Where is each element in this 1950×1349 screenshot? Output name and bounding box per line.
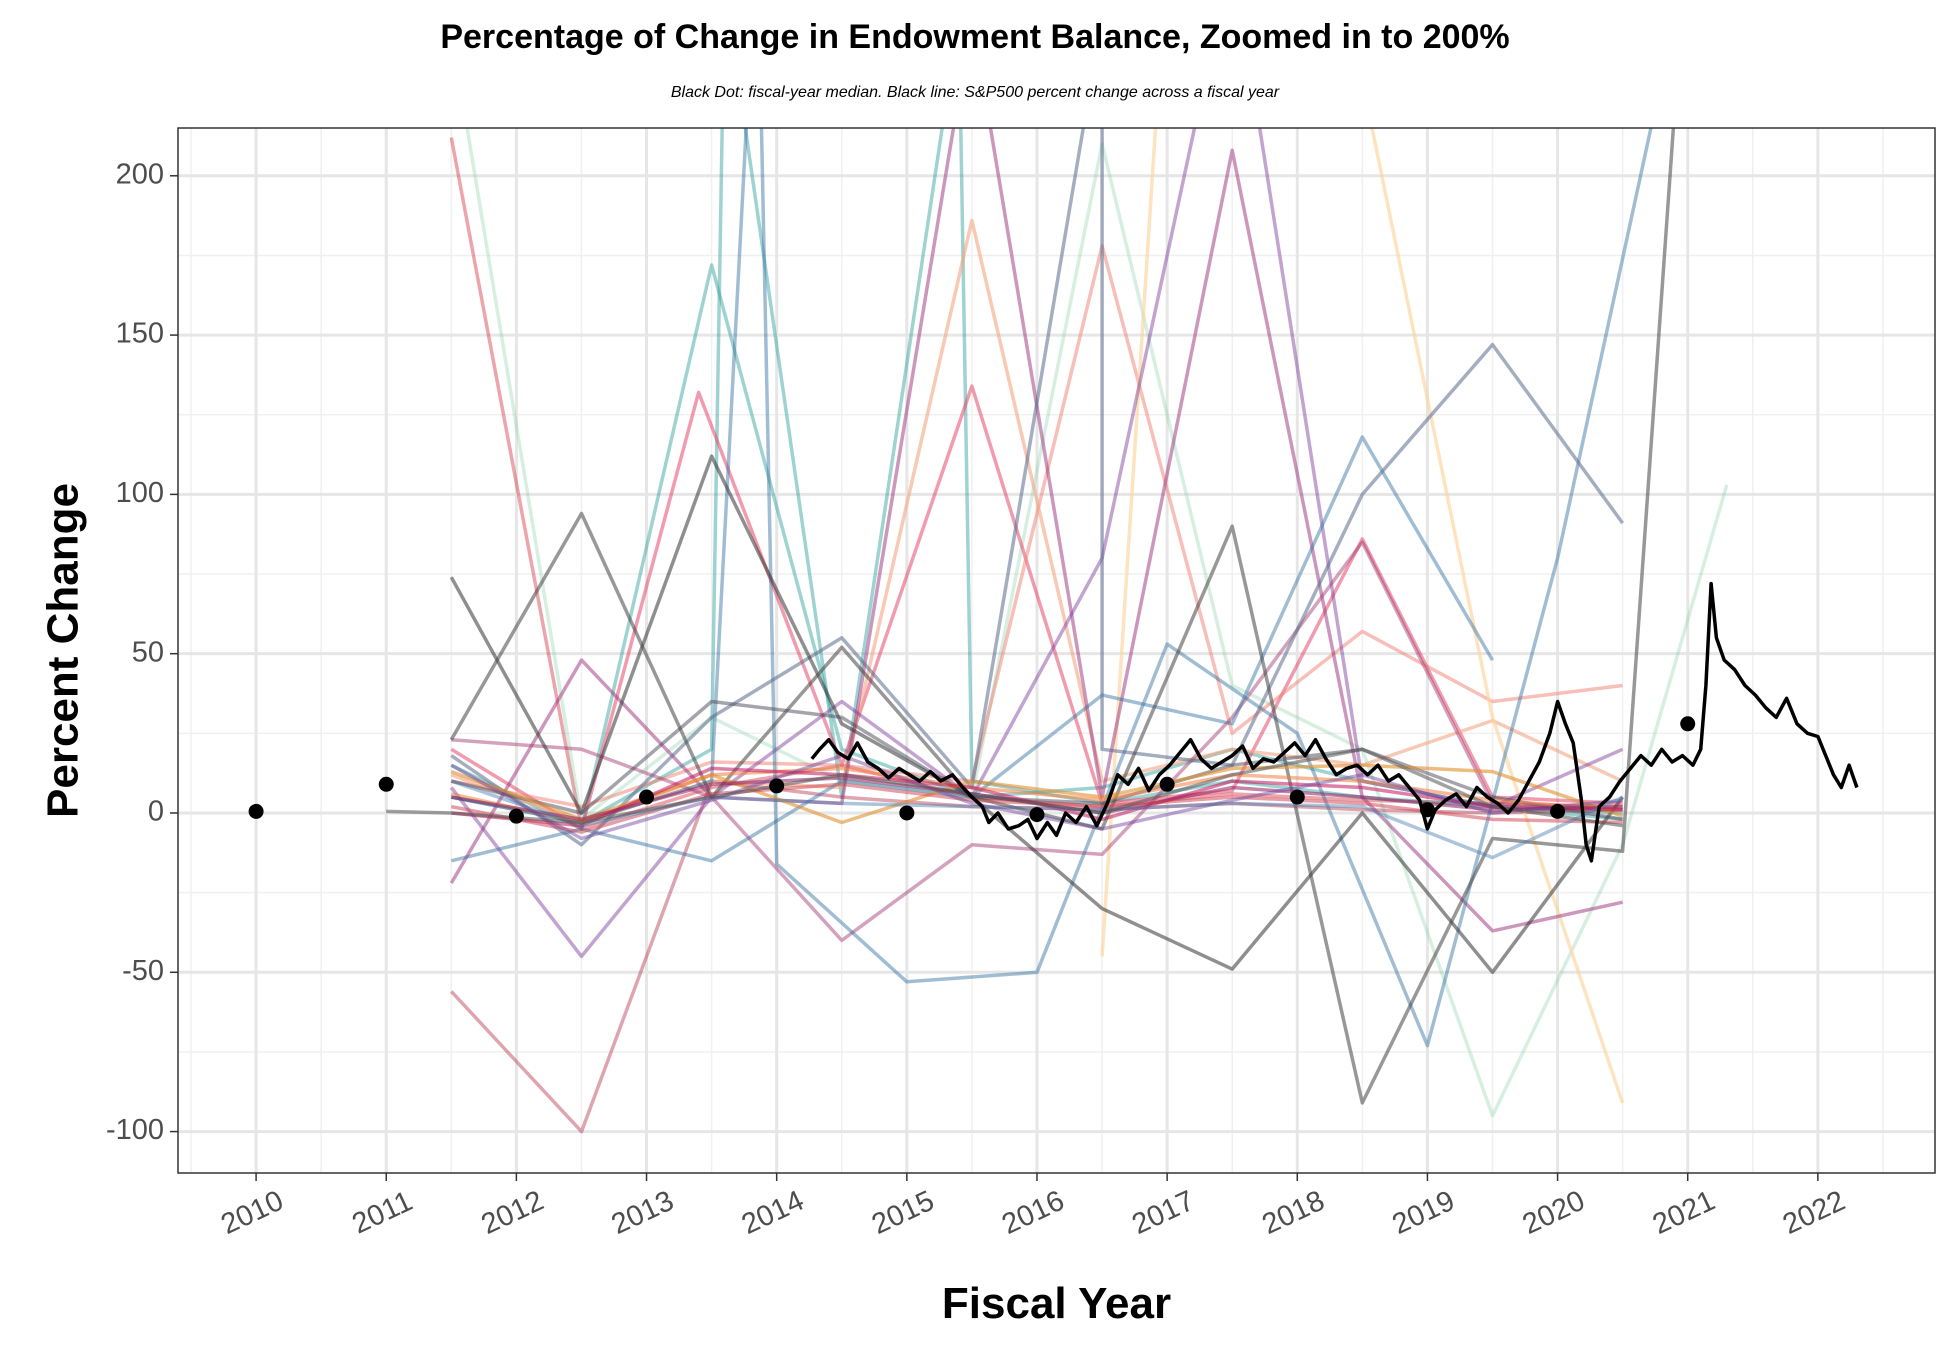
median-point — [378, 776, 394, 792]
endowment-series-line — [1100, 128, 1625, 1104]
median-point — [508, 808, 524, 824]
x-tick-label: 2022 — [1778, 1185, 1850, 1241]
median-point — [1289, 789, 1305, 805]
median-point — [899, 805, 915, 821]
x-tick-label: 2016 — [997, 1185, 1069, 1241]
x-axis-title: Fiscal Year — [942, 1279, 1171, 1328]
endowment-series-line — [450, 128, 1653, 1048]
y-tick-label: -100 — [106, 1114, 164, 1146]
y-axis-title: Percent Change — [39, 483, 88, 818]
median-point — [1550, 803, 1566, 819]
endowment-series-line — [449, 128, 1624, 959]
median-point — [1680, 716, 1696, 732]
median-point — [248, 803, 264, 819]
y-tick-label: 200 — [116, 158, 164, 190]
x-tick-label: 2011 — [347, 1185, 417, 1240]
median-point — [639, 789, 655, 805]
x-tick-label: 2015 — [867, 1185, 939, 1241]
chart-title: Percentage of Change in Endowment Balanc… — [440, 18, 1510, 56]
endowment-series-line — [450, 244, 1623, 809]
y-tick-label: 150 — [116, 318, 164, 350]
x-tick-label: 2013 — [607, 1185, 679, 1241]
x-tick-label: 2010 — [216, 1185, 288, 1241]
endowment-series-line — [450, 128, 1625, 847]
x-tick-label: 2017 — [1127, 1185, 1199, 1241]
chart-subtitle: Black Dot: fiscal-year median. Black lin… — [670, 84, 1280, 101]
x-tick-label: 2021 — [1648, 1185, 1720, 1241]
plot-background — [178, 128, 1935, 1173]
y-tick-label: 100 — [116, 477, 164, 509]
median-point — [1159, 776, 1175, 792]
x-tick-label: 2014 — [737, 1185, 809, 1241]
x-tick-label: 2020 — [1518, 1185, 1590, 1241]
endowment-series-line — [449, 128, 1676, 1105]
median-point — [769, 778, 785, 794]
y-tick-label: 50 — [132, 636, 164, 668]
plot-panel-border — [177, 127, 1936, 1174]
sp500-layer — [810, 581, 1859, 863]
median-layer — [248, 716, 1696, 824]
endowment-series-line — [450, 699, 1623, 822]
median-point — [1029, 807, 1045, 823]
endowment-series-line — [449, 454, 1625, 975]
endowment-series-line — [451, 540, 1623, 943]
endowment-series-line — [386, 747, 1623, 828]
sp500-line — [810, 581, 1859, 863]
x-tick-label: 2018 — [1257, 1185, 1329, 1241]
x-tick-label: 2019 — [1388, 1185, 1460, 1241]
grid-layer — [178, 128, 1935, 1173]
x-tick-label: 2012 — [477, 1185, 549, 1241]
y-tick-label: -50 — [122, 955, 164, 987]
y-tick-label: 0 — [148, 796, 164, 828]
median-point — [1419, 802, 1435, 818]
